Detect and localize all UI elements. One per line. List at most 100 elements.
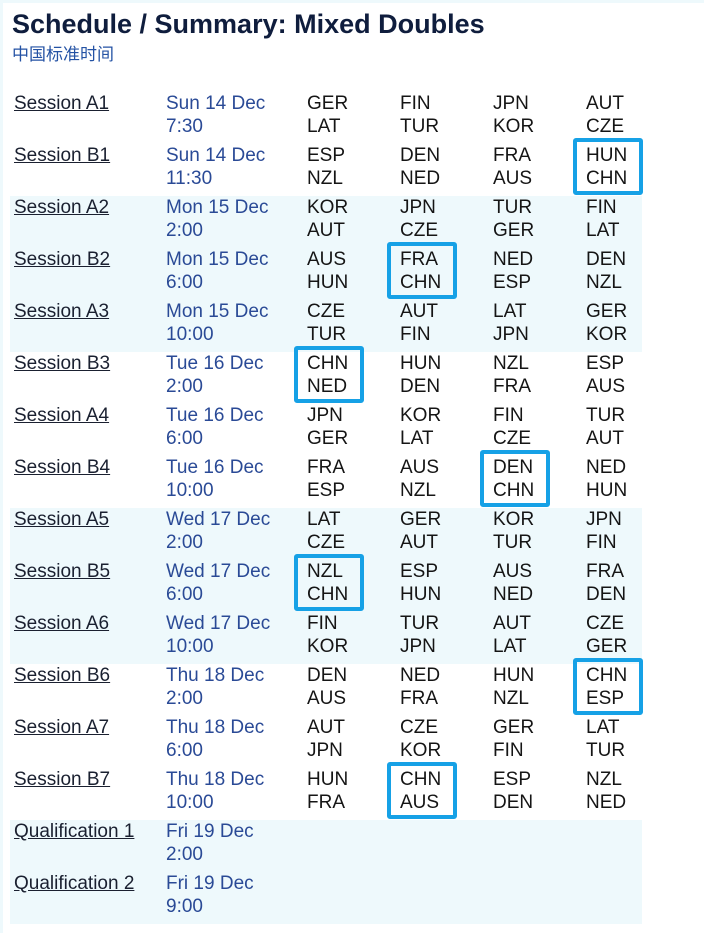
team-code: AUS: [307, 249, 347, 270]
page-title: Schedule / Summary: Mixed Doubles: [12, 9, 485, 39]
session-day: Tue 16 Dec: [166, 457, 264, 478]
session-name-cell: Session A4: [10, 404, 162, 456]
session-day: Thu 18 Dec: [166, 665, 265, 686]
team-code: FRA: [400, 249, 438, 270]
team-code: LAT: [586, 717, 620, 738]
session-row: Session A3 Mon 15 Dec 10:00 CZE TUR AUT FIN LAT…: [10, 300, 642, 352]
session-link[interactable]: Session A4: [14, 405, 110, 426]
team-code: KOR: [400, 405, 442, 426]
team-code: ESP: [400, 561, 439, 582]
team-code: TUR: [586, 740, 626, 761]
team-code: CZE: [307, 532, 345, 553]
team-code: DEN: [586, 249, 627, 270]
team-code: AUS: [400, 457, 440, 478]
session-link[interactable]: Session B7: [14, 769, 111, 790]
match-cell: [396, 820, 489, 872]
schedule-table: Session A1 Sun 14 Dec 7:30 GER LAT FIN TUR JPN K…: [10, 92, 643, 924]
match-cell: DEN NZL: [582, 248, 642, 300]
match-cell: AUS HUN: [303, 248, 396, 300]
session-name-cell: Session B4: [10, 456, 162, 508]
session-link[interactable]: Qualification 1: [14, 821, 135, 842]
session-datetime-cell: Mon 15 Dec 2:00: [162, 196, 303, 248]
session-link[interactable]: Session A6: [14, 613, 110, 634]
session-name-cell: Session A5: [10, 508, 162, 560]
session-datetime-cell: Fri 19 Dec 9:00: [162, 872, 303, 924]
team-code: AUS: [493, 561, 533, 582]
session-link[interactable]: Session A1: [14, 93, 110, 114]
session-day: Mon 15 Dec: [166, 197, 269, 218]
match-cell: ESP HUN: [396, 560, 489, 612]
team-code: NZL: [400, 480, 436, 501]
match-cell: KOR LAT: [396, 404, 489, 456]
match-cell: FIN LAT: [582, 196, 642, 248]
team-code: NED: [493, 584, 534, 605]
match-cell: [396, 872, 489, 924]
session-datetime-cell: Wed 17 Dec 2:00: [162, 508, 303, 560]
team-code: GER: [586, 301, 628, 322]
team-code: ESP: [307, 145, 346, 166]
session-name-cell: Session A6: [10, 612, 162, 664]
team-code: ESP: [493, 272, 532, 293]
team-code: HUN: [307, 272, 349, 293]
match-cell: CZE TUR: [303, 300, 396, 352]
team-code: ESP: [493, 769, 532, 790]
session-day: Sun 14 Dec: [166, 145, 266, 166]
match-cell: NZL CHN: [294, 554, 396, 612]
session-time: 6:00: [166, 584, 203, 605]
team-code: TUR: [400, 116, 440, 137]
match-cell: GER LAT: [303, 92, 396, 144]
team-code: AUT: [586, 428, 624, 449]
team-code: CHN: [586, 168, 628, 189]
session-datetime-cell: Thu 18 Dec 10:00: [162, 768, 303, 820]
session-link[interactable]: Session A2: [14, 197, 110, 218]
session-time: 2:00: [166, 688, 203, 709]
session-day: Wed 17 Dec: [166, 509, 271, 530]
match-cell: HUN CHN: [573, 138, 643, 196]
team-code: AUT: [493, 613, 531, 634]
match-cell: [582, 820, 642, 872]
team-code: CHN: [400, 272, 442, 293]
team-code: LAT: [586, 220, 620, 241]
team-code: CZE: [400, 717, 438, 738]
session-row: Session A1 Sun 14 Dec 7:30 GER LAT FIN TUR JPN K…: [10, 92, 642, 144]
session-row: Session B6 Thu 18 Dec 2:00 DEN AUS NED FRA HUN N…: [10, 658, 643, 716]
session-datetime-cell: Tue 16 Dec 6:00: [162, 404, 303, 456]
session-link[interactable]: Qualification 2: [14, 873, 135, 894]
session-link[interactable]: Session B5: [14, 561, 111, 582]
team-code: HUN: [400, 584, 442, 605]
match-cell: KOR AUT: [303, 196, 396, 248]
session-link[interactable]: Session A5: [14, 509, 110, 530]
team-code: JPN: [493, 93, 529, 114]
match-cell: HUN FRA: [303, 768, 396, 820]
session-row: Session A5 Wed 17 Dec 2:00 LAT CZE GER AUT KOR T…: [10, 508, 642, 560]
session-link[interactable]: Session B4: [14, 457, 111, 478]
team-code: JPN: [400, 636, 436, 657]
session-link[interactable]: Session A7: [14, 717, 110, 738]
session-row: Session A6 Wed 17 Dec 10:00 FIN KOR TUR JPN AUT…: [10, 612, 642, 664]
match-cell: JPN FIN: [582, 508, 642, 560]
session-link[interactable]: Session B6: [14, 665, 111, 686]
session-time: 6:00: [166, 428, 203, 449]
team-code: CZE: [307, 301, 345, 322]
session-name-cell: Session A3: [10, 300, 162, 352]
team-code: FIN: [400, 324, 431, 345]
session-link[interactable]: Session B2: [14, 249, 111, 270]
session-time: 10:00: [166, 636, 214, 657]
session-day: Sun 14 Dec: [166, 93, 266, 114]
match-cell: GER KOR: [582, 300, 642, 352]
match-cell: LAT TUR: [582, 716, 642, 768]
team-code: CZE: [586, 116, 624, 137]
team-code: KOR: [307, 197, 349, 218]
team-code: NZL: [586, 769, 622, 790]
team-code: NED: [400, 168, 441, 189]
session-name-cell: Session B3: [10, 352, 162, 404]
team-code: HUN: [307, 769, 349, 790]
team-code: HUN: [400, 353, 442, 374]
match-cell: FRA ESP: [303, 456, 396, 508]
match-cell: [582, 872, 642, 924]
session-link[interactable]: Session B1: [14, 145, 111, 166]
session-link[interactable]: Session B3: [14, 353, 111, 374]
session-link[interactable]: Session A3: [14, 301, 110, 322]
team-code: TUR: [493, 532, 533, 553]
match-cell: FRA DEN: [582, 560, 642, 612]
